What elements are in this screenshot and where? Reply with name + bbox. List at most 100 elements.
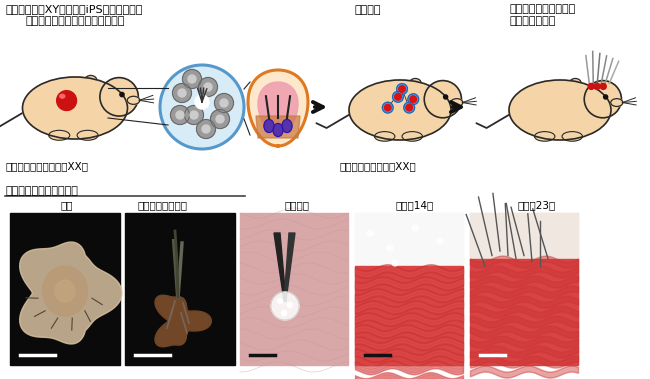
Text: 再生毛包器官を含む組織: 再生毛包器官を含む組織 xyxy=(5,186,78,196)
Bar xyxy=(355,213,463,365)
Circle shape xyxy=(57,91,77,111)
Circle shape xyxy=(183,69,202,89)
Bar xyxy=(240,213,348,365)
Circle shape xyxy=(216,115,224,123)
Polygon shape xyxy=(284,233,295,301)
Circle shape xyxy=(588,83,594,89)
Ellipse shape xyxy=(534,132,555,141)
Bar xyxy=(470,213,578,365)
Circle shape xyxy=(160,65,244,149)
Circle shape xyxy=(271,292,299,320)
Ellipse shape xyxy=(509,80,611,140)
Ellipse shape xyxy=(42,266,88,316)
Bar xyxy=(125,213,235,365)
Circle shape xyxy=(424,81,461,118)
Circle shape xyxy=(178,89,186,97)
Polygon shape xyxy=(20,242,122,344)
Text: 生体内培養による全層皮膚器官系: 生体内培養による全層皮膚器官系 xyxy=(25,16,124,26)
Circle shape xyxy=(100,78,138,116)
Circle shape xyxy=(190,111,198,119)
Circle shape xyxy=(408,94,419,105)
Ellipse shape xyxy=(49,130,70,140)
Text: 皮下移植: 皮下移植 xyxy=(285,200,309,210)
Circle shape xyxy=(443,95,448,99)
Text: マウス（雄、XY）由来のiPS細胞を用いた: マウス（雄、XY）由来のiPS細胞を用いた xyxy=(5,4,142,14)
Circle shape xyxy=(198,77,218,97)
Text: 皮下移植: 皮下移植 xyxy=(355,5,382,15)
Ellipse shape xyxy=(84,75,97,86)
Ellipse shape xyxy=(569,78,581,89)
Circle shape xyxy=(604,95,608,99)
Circle shape xyxy=(220,99,228,107)
Ellipse shape xyxy=(611,99,623,106)
Circle shape xyxy=(410,96,417,102)
Circle shape xyxy=(211,110,229,128)
Text: 再生毛包ユニット: 再生毛包ユニット xyxy=(137,200,187,210)
Polygon shape xyxy=(258,82,298,134)
Circle shape xyxy=(287,302,292,307)
Circle shape xyxy=(172,83,192,102)
Bar xyxy=(470,258,578,365)
Ellipse shape xyxy=(572,81,579,86)
Text: 移植後14日: 移植後14日 xyxy=(396,200,434,210)
Ellipse shape xyxy=(77,130,98,140)
Ellipse shape xyxy=(349,80,451,140)
Text: 免疫不全マウス（雌、XX）: 免疫不全マウス（雌、XX） xyxy=(5,161,88,171)
Ellipse shape xyxy=(273,124,283,136)
Circle shape xyxy=(584,81,621,118)
Bar xyxy=(10,213,120,365)
Ellipse shape xyxy=(23,77,127,139)
Text: 毛包器官の機能: 毛包器官の機能 xyxy=(510,16,556,26)
Text: 同所性移植による再生: 同所性移植による再生 xyxy=(510,4,577,14)
Polygon shape xyxy=(155,295,211,347)
Circle shape xyxy=(176,111,184,119)
Polygon shape xyxy=(274,233,286,301)
Circle shape xyxy=(404,102,415,113)
Text: 移植後23日: 移植後23日 xyxy=(518,200,556,210)
Circle shape xyxy=(278,299,283,304)
Ellipse shape xyxy=(55,280,75,302)
Bar xyxy=(355,213,463,266)
Circle shape xyxy=(170,105,190,124)
Ellipse shape xyxy=(282,119,292,133)
Circle shape xyxy=(185,105,203,124)
Circle shape xyxy=(594,83,600,89)
Bar xyxy=(470,213,578,258)
Circle shape xyxy=(393,91,404,102)
Circle shape xyxy=(120,92,124,97)
Circle shape xyxy=(214,94,233,113)
Polygon shape xyxy=(256,116,300,138)
Ellipse shape xyxy=(562,132,582,141)
Circle shape xyxy=(437,238,443,244)
Ellipse shape xyxy=(127,96,140,104)
Circle shape xyxy=(387,245,393,251)
Text: 全体: 全体 xyxy=(60,200,73,210)
Circle shape xyxy=(188,75,196,83)
Circle shape xyxy=(204,83,212,91)
Ellipse shape xyxy=(60,94,65,98)
Text: ヌードマウス（雌、XX）: ヌードマウス（雌、XX） xyxy=(340,161,417,171)
Ellipse shape xyxy=(87,78,94,84)
Ellipse shape xyxy=(450,99,463,106)
Ellipse shape xyxy=(411,81,419,86)
Circle shape xyxy=(406,104,413,111)
Circle shape xyxy=(202,125,210,133)
Ellipse shape xyxy=(410,78,421,89)
Circle shape xyxy=(395,94,401,100)
Ellipse shape xyxy=(402,132,423,141)
Ellipse shape xyxy=(264,119,274,133)
Circle shape xyxy=(392,260,398,266)
Circle shape xyxy=(382,102,393,113)
Circle shape xyxy=(396,84,408,94)
Circle shape xyxy=(367,230,373,236)
Circle shape xyxy=(196,119,216,138)
Circle shape xyxy=(384,104,391,111)
Polygon shape xyxy=(248,70,308,146)
Polygon shape xyxy=(155,295,211,347)
Circle shape xyxy=(195,95,209,109)
Ellipse shape xyxy=(374,132,395,141)
Circle shape xyxy=(412,225,418,231)
Circle shape xyxy=(281,310,287,315)
Circle shape xyxy=(600,83,606,89)
Bar xyxy=(355,266,463,365)
